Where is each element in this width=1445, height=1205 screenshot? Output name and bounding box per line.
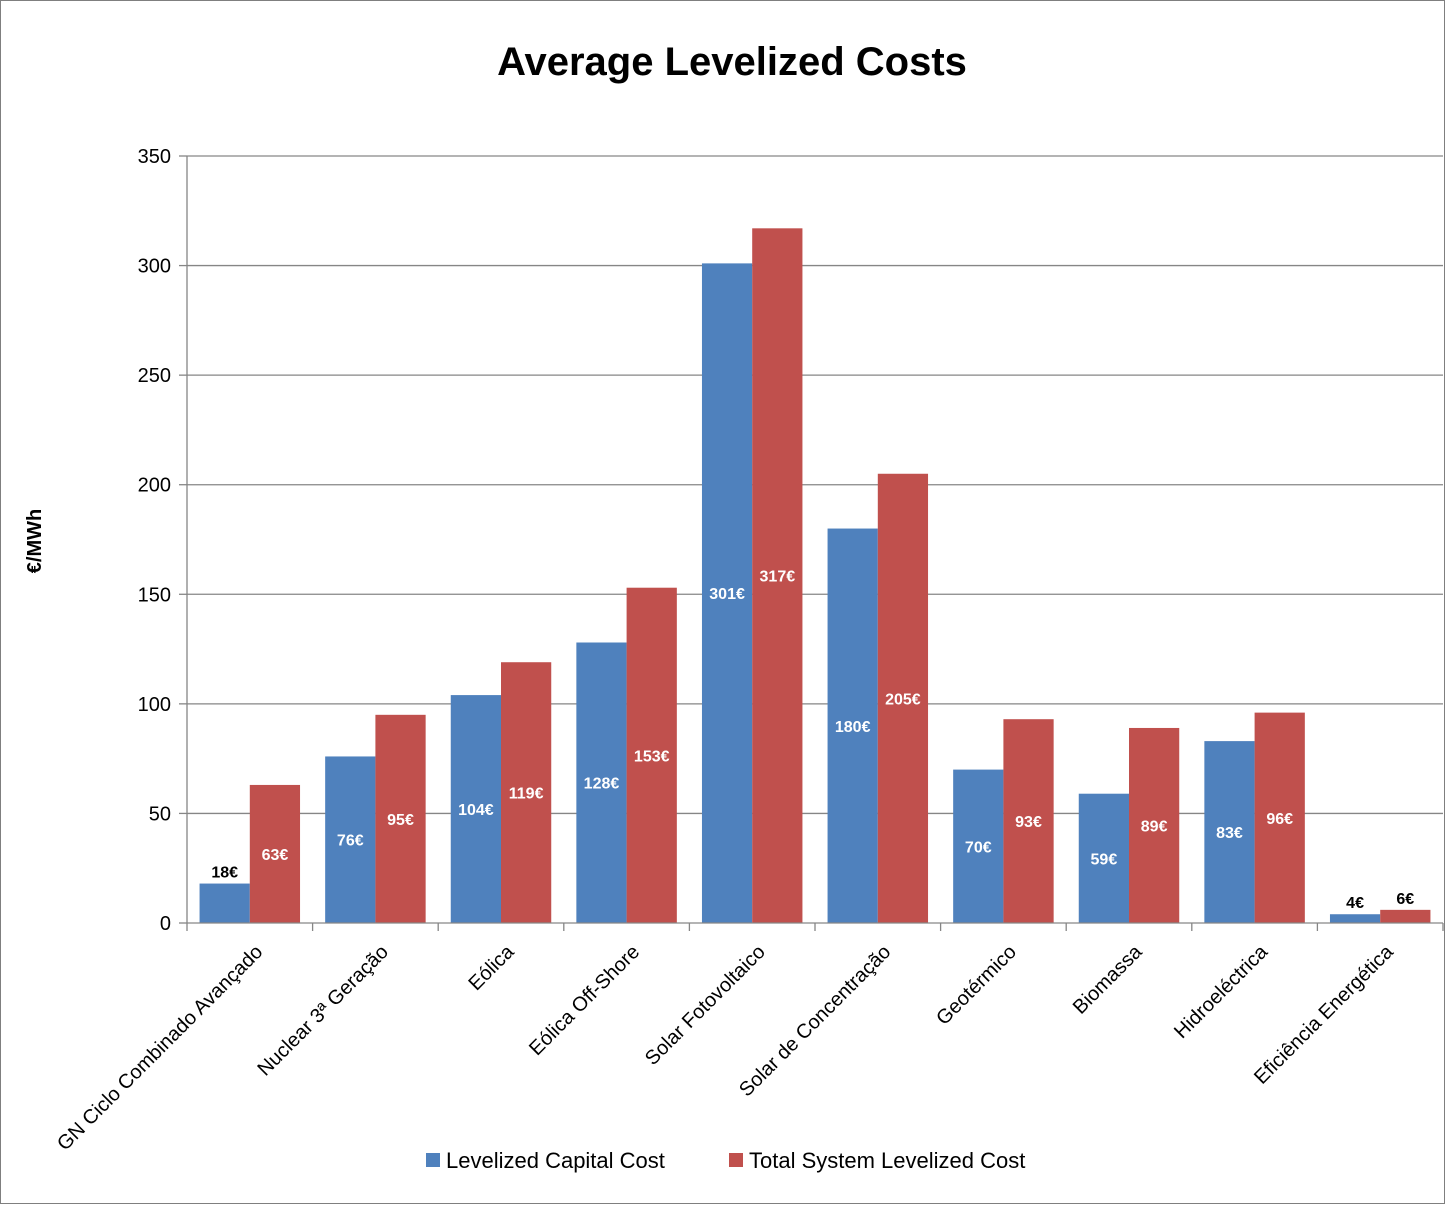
- y-tick-label: 100: [138, 694, 171, 716]
- legend-label: Levelized Capital Cost: [446, 1148, 665, 1173]
- data-label: 205€: [885, 691, 921, 708]
- y-tick-label: 350: [138, 146, 171, 168]
- bar-capital-2: [450, 695, 501, 923]
- data-label: 6€: [1396, 891, 1414, 908]
- chart-title: Average Levelized Costs: [497, 40, 967, 84]
- data-label: 83€: [1216, 825, 1243, 842]
- x-category-label: GN Ciclo Combinado Avançado: [53, 941, 267, 1155]
- y-tick-label: 200: [138, 475, 171, 497]
- y-tick-label: 0: [160, 913, 171, 935]
- bar-capital-9: [1329, 914, 1381, 923]
- axes: [179, 155, 1444, 931]
- bar-capital-5: [827, 528, 878, 923]
- y-axis-label: €/MWh: [24, 509, 46, 573]
- bars: [199, 228, 1431, 923]
- data-label: 93€: [1015, 814, 1042, 831]
- x-category-label: Eólica Off-Shore: [525, 941, 644, 1060]
- data-label: 153€: [634, 748, 670, 765]
- data-label: 128€: [584, 776, 620, 793]
- bar-total-1: [375, 714, 426, 923]
- bar-total-4: [752, 228, 803, 923]
- bar-total-9: [1380, 909, 1431, 923]
- bar-capital-1: [325, 756, 376, 923]
- x-category-label: Hidroeléctrica: [1170, 940, 1273, 1043]
- y-tick-label: 250: [138, 365, 171, 387]
- bar-total-7: [1129, 727, 1180, 923]
- bar-total-8: [1254, 712, 1305, 923]
- data-label: 104€: [458, 802, 494, 819]
- bar-capital-0: [199, 883, 250, 923]
- data-label: 317€: [760, 569, 796, 586]
- legend-swatch: [729, 1153, 743, 1167]
- data-label: 301€: [709, 586, 745, 603]
- bar-capital-3: [576, 642, 627, 923]
- bar-capital-7: [1078, 793, 1129, 923]
- bar-total-6: [1003, 719, 1054, 923]
- bar-capital-6: [953, 769, 1004, 923]
- bar-total-0: [249, 784, 301, 923]
- data-label: 18€: [211, 865, 238, 882]
- data-label: 95€: [387, 812, 414, 829]
- data-label: 180€: [835, 719, 871, 736]
- legend-swatch: [426, 1153, 440, 1167]
- data-label: 89€: [1141, 818, 1168, 835]
- data-label: 4€: [1346, 895, 1364, 912]
- data-label: 59€: [1091, 851, 1118, 868]
- bar-total-3: [626, 587, 677, 923]
- data-label: 70€: [965, 839, 992, 856]
- x-category-label: Nuclear 3ª Geração: [253, 941, 392, 1080]
- legend-label: Total System Levelized Cost: [749, 1148, 1025, 1173]
- x-category-label: Geotérmico: [932, 941, 1021, 1030]
- y-tick-labels: 0 50 100 150 200 250 300 350: [138, 146, 171, 935]
- y-tick-label: 50: [149, 803, 171, 825]
- bar-capital-4: [701, 263, 753, 923]
- x-category-label: Eólica: [464, 940, 519, 995]
- data-label: 119€: [509, 786, 544, 803]
- x-category-label: Eficiência Energética: [1250, 940, 1398, 1088]
- x-category-label: Biomassa: [1069, 940, 1147, 1018]
- data-labels: 18€ 76€ 104€ 128€ 301€ 180€ 70€ 59€ 83€ 4€ 63€ 95€ 1…: [211, 569, 1414, 913]
- x-category-label: Solar Fotovoltaico: [641, 941, 770, 1070]
- bar-total-5: [877, 473, 929, 923]
- data-label: 76€: [337, 833, 364, 850]
- data-label: 63€: [262, 847, 289, 864]
- data-label: 96€: [1266, 811, 1293, 828]
- y-tick-label: 150: [138, 584, 171, 606]
- y-tick-label: 300: [138, 256, 171, 278]
- bar-total-2: [501, 662, 552, 923]
- bar-capital-8: [1204, 741, 1255, 923]
- gridlines: [187, 155, 1443, 815]
- legend: Levelized Capital Cost Total System Level…: [426, 1148, 1025, 1173]
